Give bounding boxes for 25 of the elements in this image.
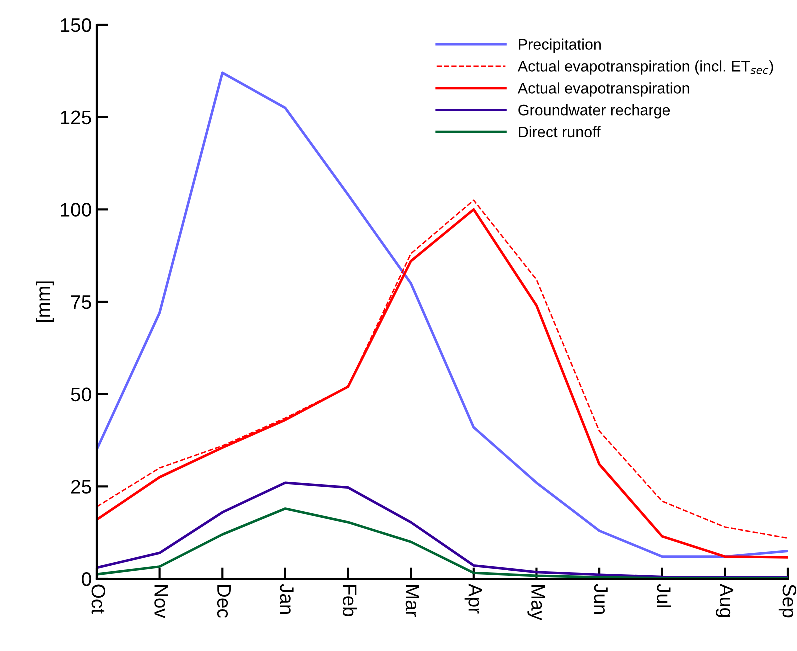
y-tick-label: 0 xyxy=(82,572,92,586)
x-tick-label: Jun xyxy=(594,584,608,614)
legend-label: Precipitation xyxy=(519,38,601,53)
y-tick-label: 150 xyxy=(61,18,92,32)
y-tick-label: 25 xyxy=(71,480,92,494)
y-tick-label: 75 xyxy=(72,296,92,310)
x-tick-label: Nov xyxy=(154,585,168,618)
legend-label: Actual evapotranspiration (incl. ET$_{sec}$) xyxy=(518,60,774,75)
y-tick-label: 100 xyxy=(61,203,92,217)
x-tick-label: Mar xyxy=(406,585,420,618)
legend-label: Actual evapotranspiration xyxy=(518,82,690,97)
x-tick-label: Jul xyxy=(657,584,672,608)
y-axis-title: [mm] xyxy=(36,282,54,322)
x-tick-label: Apr xyxy=(464,584,482,614)
y-tick-label: 50 xyxy=(71,388,92,402)
x-tick-label: Aug xyxy=(716,584,734,618)
x-tick-label: Feb xyxy=(343,585,358,617)
legend-label: Direct runoff xyxy=(519,126,601,138)
x-tick-label: May xyxy=(528,585,546,621)
x-tick-label: Sep xyxy=(778,584,797,618)
x-tick-label: Jan xyxy=(280,584,294,614)
x-tick-label: Dec xyxy=(217,585,231,618)
legend-label: Groundwater recharge xyxy=(518,104,670,119)
x-tick-label: Oct xyxy=(92,584,106,614)
y-tick-label: 125 xyxy=(61,110,92,125)
